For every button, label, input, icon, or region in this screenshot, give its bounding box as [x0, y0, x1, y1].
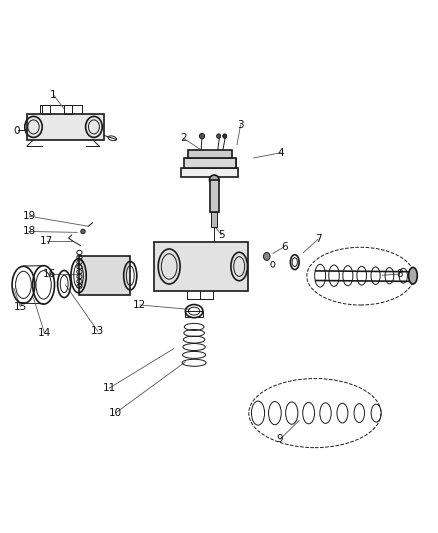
Bar [78, 256, 130, 295]
Bar [183, 158, 236, 168]
Text: 16: 16 [43, 269, 56, 279]
Text: 2: 2 [180, 133, 187, 143]
Text: 10: 10 [109, 408, 122, 418]
Bar [181, 168, 238, 177]
Text: 3: 3 [237, 120, 243, 130]
Text: 14: 14 [38, 328, 51, 338]
Bar [64, 104, 72, 114]
Text: 8: 8 [396, 269, 402, 279]
Text: 5: 5 [218, 230, 225, 240]
Ellipse shape [222, 134, 226, 138]
Ellipse shape [81, 229, 85, 233]
Bar [185, 311, 202, 317]
Text: 9: 9 [276, 434, 283, 445]
Ellipse shape [263, 253, 269, 261]
Text: 6: 6 [280, 242, 287, 252]
Bar [187, 150, 231, 158]
Bar [42, 104, 50, 114]
Bar [209, 180, 218, 212]
Ellipse shape [209, 175, 219, 184]
Ellipse shape [199, 133, 204, 139]
Text: 11: 11 [102, 383, 116, 393]
Text: 13: 13 [91, 326, 104, 336]
Text: 1: 1 [50, 90, 57, 100]
Text: 19: 19 [22, 211, 35, 221]
Text: 4: 4 [277, 148, 283, 158]
Text: 15: 15 [14, 302, 27, 312]
Bar [153, 243, 247, 290]
Ellipse shape [216, 134, 220, 138]
Text: 17: 17 [40, 236, 53, 246]
Ellipse shape [408, 268, 417, 284]
Bar [27, 114, 103, 140]
Text: 18: 18 [22, 227, 35, 237]
Bar [211, 212, 217, 227]
Text: 7: 7 [314, 235, 321, 244]
Text: 12: 12 [133, 300, 146, 310]
